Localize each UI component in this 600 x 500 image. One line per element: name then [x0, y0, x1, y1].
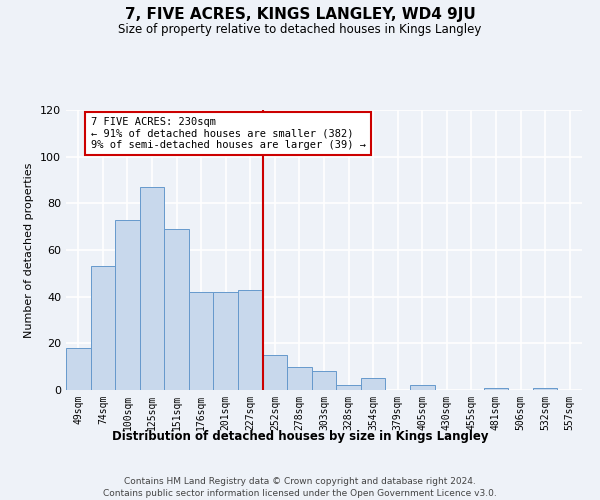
Text: Distribution of detached houses by size in Kings Langley: Distribution of detached houses by size …	[112, 430, 488, 443]
Text: 7, FIVE ACRES, KINGS LANGLEY, WD4 9JU: 7, FIVE ACRES, KINGS LANGLEY, WD4 9JU	[125, 8, 475, 22]
Bar	[214, 292, 238, 390]
Text: Contains HM Land Registry data © Crown copyright and database right 2024.: Contains HM Land Registry data © Crown c…	[124, 478, 476, 486]
Bar	[115, 220, 140, 390]
Bar	[164, 229, 189, 390]
Bar	[287, 366, 312, 390]
Bar	[484, 388, 508, 390]
Bar	[140, 187, 164, 390]
Bar	[238, 290, 263, 390]
Bar	[336, 386, 361, 390]
Text: Contains public sector information licensed under the Open Government Licence v3: Contains public sector information licen…	[103, 489, 497, 498]
Bar	[263, 355, 287, 390]
Bar	[189, 292, 214, 390]
Bar	[66, 348, 91, 390]
Y-axis label: Number of detached properties: Number of detached properties	[25, 162, 34, 338]
Bar	[312, 372, 336, 390]
Text: 7 FIVE ACRES: 230sqm
← 91% of detached houses are smaller (382)
9% of semi-detac: 7 FIVE ACRES: 230sqm ← 91% of detached h…	[91, 117, 365, 150]
Text: Size of property relative to detached houses in Kings Langley: Size of property relative to detached ho…	[118, 22, 482, 36]
Bar	[410, 386, 434, 390]
Bar	[533, 388, 557, 390]
Bar	[361, 378, 385, 390]
Bar	[91, 266, 115, 390]
